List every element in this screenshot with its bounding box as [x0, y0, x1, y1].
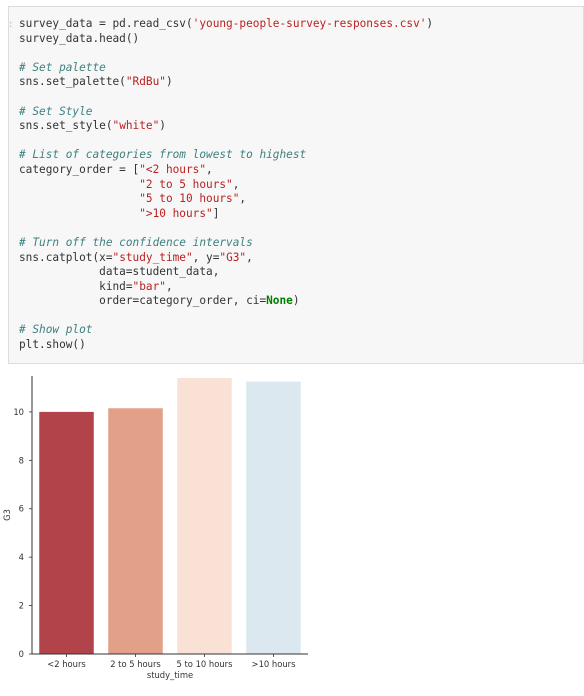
code-line [19, 134, 433, 149]
code-text: sns.catplot(x= [19, 250, 113, 264]
code-line: # Show plot [19, 323, 433, 338]
bar-3 [246, 381, 301, 654]
y-tick-label: 10 [13, 407, 24, 417]
code-text: survey_data.head() [19, 31, 140, 45]
y-tick-label: 6 [19, 504, 24, 514]
x-axis-label: study_time [147, 670, 193, 680]
code-text [19, 178, 139, 191]
code-string: "G3" [219, 250, 247, 264]
x-tick-label: >10 hours [252, 659, 296, 669]
code-text: plt.show() [19, 338, 86, 352]
code-line: "2 to 5 hours", [19, 178, 433, 193]
code-text: , [206, 162, 213, 176]
code-keyword: None [266, 294, 293, 308]
code-string: ">10 hours" [139, 206, 213, 220]
code-text: ] [212, 206, 220, 220]
chart-output: <2 hours 2 to 5 hours 5 to 10 hours >10 hou… [0, 370, 584, 692]
code-line: ">10 hours"] [19, 207, 433, 222]
code-text: sns.set_palette( [19, 75, 126, 89]
y-tick-label: 0 [19, 649, 24, 659]
bar-1 [108, 408, 163, 654]
code-line: survey_data = pd.read_csv('young-people-… [19, 17, 433, 32]
code-line [19, 90, 433, 105]
code-string: "2 to 5 hours" [139, 177, 233, 191]
code-text: kind= [19, 279, 133, 293]
x-tick-label: 2 to 5 hours [110, 659, 161, 669]
y-axis-label: G3 [2, 509, 12, 521]
code-line: "5 to 10 hours", [19, 192, 433, 207]
code-comment: # Show plot [19, 323, 93, 337]
code-string: "bar" [132, 279, 166, 293]
code-line: sns.set_style("white") [19, 119, 433, 134]
code-text: , y= [192, 250, 220, 264]
code-string: 'young-people-survey-responses.csv' [192, 17, 427, 30]
code-line: kind="bar", [19, 280, 433, 295]
code-string: "white" [112, 119, 160, 133]
code-line: # List of categories from lowest to high… [19, 148, 433, 163]
code-string: "study_time" [112, 250, 193, 264]
code-line [19, 221, 433, 236]
code-text: category_order = [ [19, 162, 140, 176]
code-text: data=student_data, [19, 265, 220, 279]
code-string: "RdBu" [125, 75, 166, 89]
code-line: sns.catplot(x="study_time", y="G3", [19, 251, 433, 266]
code-text: ) [292, 294, 300, 308]
code-string: "5 to 10 hours" [139, 192, 240, 206]
x-tick-label: 5 to 10 hours [177, 659, 233, 669]
code-line: plt.show() [19, 338, 433, 353]
bar-0 [39, 411, 94, 654]
code-line: survey_data.head() [19, 32, 433, 47]
code-text: order=category_order, ci= [19, 294, 267, 308]
y-tick-label: 4 [19, 552, 24, 562]
code-line: # Set palette [19, 61, 433, 76]
code-cell[interactable]: : survey_data = pd.read_csv('young-peopl… [8, 6, 584, 364]
bar-chart: <2 hours 2 to 5 hours 5 to 10 hours >10 hou… [2, 376, 308, 680]
code-text: , [239, 192, 247, 206]
code-line [19, 46, 433, 61]
code-line: # Turn off the confidence intervals [19, 236, 433, 251]
y-tick-label: 8 [19, 455, 24, 465]
code-text [19, 192, 139, 205]
code-line: sns.set_palette("RdBu") [19, 75, 433, 90]
code-line: data=student_data, [19, 265, 433, 280]
bar-2 [177, 378, 232, 654]
code-text [19, 207, 139, 220]
code-text: survey_data = pd.read_csv( [19, 17, 193, 30]
code-line [19, 309, 433, 324]
code-comment: # Set palette [19, 60, 106, 74]
code-text: sns.set_style( [19, 119, 113, 133]
code-editor[interactable]: survey_data = pd.read_csv('young-people-… [19, 17, 433, 353]
code-line: # Set Style [19, 105, 433, 120]
code-text: ) [159, 119, 166, 133]
code-string: "<2 hours" [139, 162, 207, 176]
code-line: order=category_order, ci=None) [19, 294, 433, 309]
code-text: , [246, 250, 253, 264]
code-comment: # Turn off the confidence intervals [19, 235, 253, 249]
y-tick-label: 2 [19, 601, 24, 611]
code-line: category_order = ["<2 hours", [19, 163, 433, 178]
code-text: , [232, 177, 240, 191]
code-text: ) [165, 75, 173, 89]
code-comment: # Set Style [19, 104, 93, 118]
cell-prompt-marker: : [9, 19, 13, 30]
code-comment: # List of categories from lowest to high… [19, 148, 307, 162]
code-text: ) [426, 17, 434, 30]
code-text: , [165, 279, 173, 293]
x-tick-label: <2 hours [47, 659, 86, 669]
